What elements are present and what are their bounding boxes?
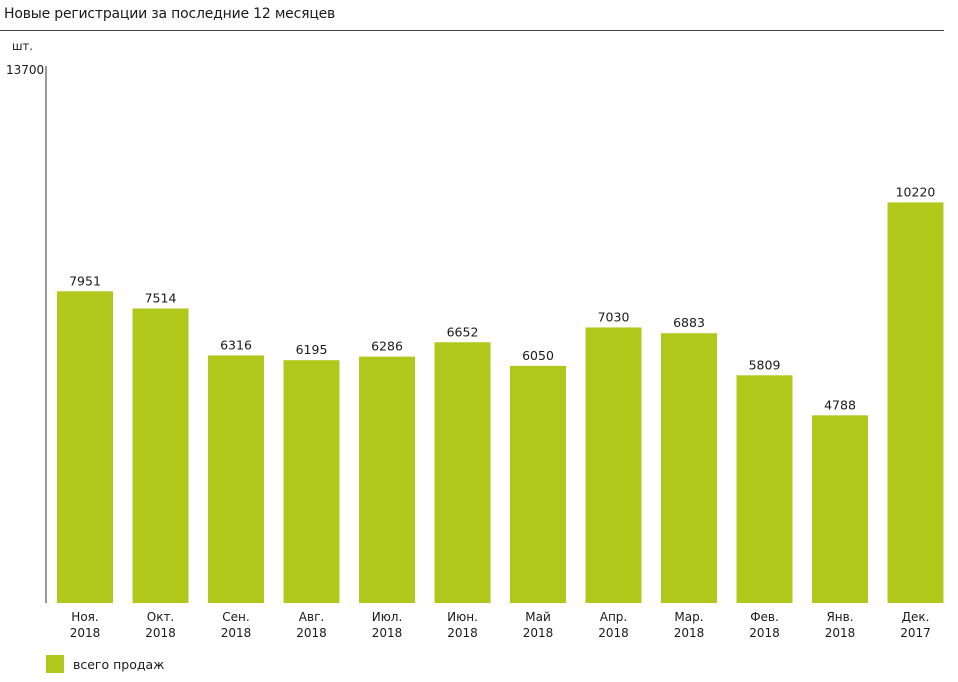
- bar-value-label: 4788: [824, 397, 856, 412]
- bar-value-label: 6316: [220, 337, 252, 352]
- y-axis-max-tick: 13700: [6, 63, 44, 77]
- bar-value-label: 6050: [522, 348, 554, 363]
- x-tick-year-label: 2018: [749, 626, 780, 640]
- x-tick-month-label: Янв.: [826, 610, 853, 624]
- bar-value-label: 5809: [749, 357, 781, 372]
- x-tick-month-label: Апр.: [600, 610, 628, 624]
- bar: [208, 355, 264, 603]
- legend: всего продаж: [46, 655, 164, 673]
- x-tick-month-label: Окт.: [147, 610, 175, 624]
- x-tick-year-label: 2017: [900, 626, 931, 640]
- x-tick-year-label: 2018: [221, 626, 252, 640]
- x-tick-year-label: 2018: [296, 626, 327, 640]
- bar: [359, 356, 415, 603]
- x-tick-year-label: 2018: [145, 626, 176, 640]
- x-tick-year-label: 2018: [372, 626, 403, 640]
- legend-swatch: [46, 655, 64, 673]
- chart-title: Новые регистрации за последние 12 месяце…: [4, 6, 336, 22]
- x-tick-month-label: Сен.: [222, 610, 249, 624]
- bar: [661, 333, 717, 603]
- title-divider: [0, 30, 944, 31]
- bar: [585, 327, 642, 603]
- x-tick-year-label: 2018: [598, 626, 629, 640]
- bars-group: 7951 Ноя. 2018 7514 Окт. 2018 6316 Сен. 2018 6195…: [57, 184, 944, 640]
- x-tick-year-label: 2018: [447, 626, 478, 640]
- bar-chart: шт. 13700 7951 Ноя. 2018 7514 Окт. 2018 6316 Се…: [6, 39, 944, 640]
- bar: [434, 342, 491, 603]
- x-tick-month-label: Авг.: [299, 610, 324, 624]
- bar: [57, 291, 113, 603]
- bar-value-label: 7951: [69, 273, 101, 288]
- y-axis-unit-label: шт.: [12, 39, 33, 53]
- bar-value-label: 7030: [598, 309, 630, 324]
- x-tick-month-label: Фев.: [750, 610, 779, 624]
- bar-value-label: 6652: [447, 324, 479, 339]
- bar: [812, 415, 868, 603]
- bar-value-label: 6195: [296, 342, 328, 357]
- bar-value-label: 10220: [896, 184, 936, 199]
- bar: [510, 365, 566, 603]
- x-tick-month-label: Ноя.: [71, 610, 98, 624]
- x-tick-month-label: Июн.: [447, 610, 478, 624]
- legend-label: всего продаж: [73, 656, 165, 672]
- x-tick-year-label: 2018: [70, 626, 101, 640]
- bar: [283, 360, 340, 603]
- x-tick-year-label: 2018: [674, 626, 705, 640]
- bar: [132, 308, 189, 603]
- x-tick-month-label: Мар.: [674, 610, 703, 624]
- bar: [736, 375, 793, 603]
- x-tick-month-label: Дек.: [902, 610, 930, 624]
- bar-value-label: 7514: [145, 290, 177, 305]
- x-tick-month-label: Май: [525, 610, 551, 624]
- bar: [887, 202, 944, 604]
- x-tick-year-label: 2018: [523, 626, 554, 640]
- x-tick-month-label: Июл.: [372, 610, 403, 624]
- x-tick-year-label: 2018: [825, 626, 856, 640]
- bar-value-label: 6286: [371, 339, 403, 354]
- bar-value-label: 6883: [673, 315, 705, 330]
